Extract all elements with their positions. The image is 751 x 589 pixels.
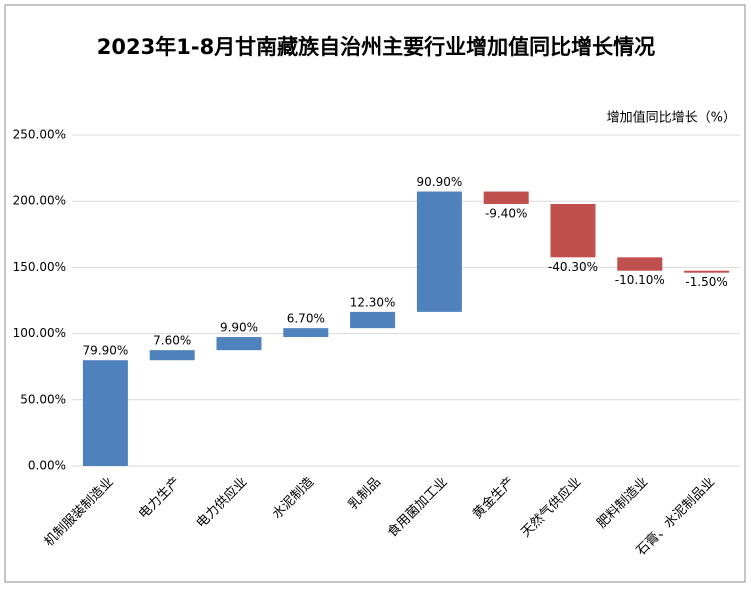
- bar: [550, 203, 596, 258]
- bar: [283, 328, 329, 338]
- chart-border: [4, 4, 746, 583]
- y-tick-label: 150.00%: [13, 260, 66, 274]
- bar: [82, 360, 128, 466]
- value-label: 79.90%: [83, 344, 129, 358]
- unit-label: 增加值同比增长（%）: [607, 110, 736, 126]
- y-tick-label: 200.00%: [13, 194, 66, 208]
- y-tick-label: 50.00%: [20, 392, 66, 406]
- value-label: -40.30%: [548, 260, 598, 274]
- y-tick-label: 0.00%: [28, 459, 66, 473]
- y-tick-label: 250.00%: [13, 128, 66, 142]
- value-label: -1.50%: [685, 275, 727, 289]
- y-tick-label: 100.00%: [13, 326, 66, 340]
- value-label: 90.90%: [417, 175, 463, 189]
- bar: [350, 311, 396, 329]
- value-label: 7.60%: [153, 334, 191, 348]
- value-label: 12.30%: [350, 295, 396, 309]
- value-label: 9.90%: [220, 321, 258, 335]
- bar: [149, 350, 195, 361]
- value-label: -9.40%: [485, 206, 527, 220]
- value-label: 6.70%: [287, 312, 325, 326]
- bar: [416, 191, 462, 312]
- bar: [617, 257, 663, 271]
- bar: [684, 270, 730, 273]
- bar: [483, 191, 529, 204]
- bar: [216, 337, 262, 351]
- chart-title: 2023年1-8月甘南藏族自治州主要行业增加值同比增长情况: [97, 35, 655, 59]
- value-label: -10.10%: [615, 273, 665, 287]
